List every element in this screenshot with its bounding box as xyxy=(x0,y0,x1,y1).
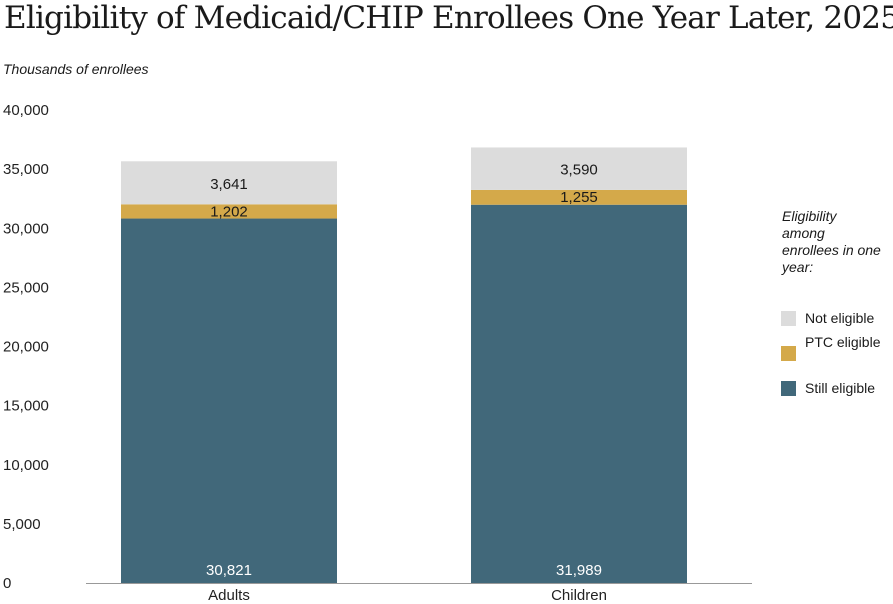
legend-swatch-not-eligible xyxy=(781,311,796,326)
y-axis-unit-label: Thousands of enrollees xyxy=(3,61,149,77)
chart-title: Eligibility of Medicaid/CHIP Enrollees O… xyxy=(4,0,893,36)
x-tick-label-adults: Adults xyxy=(208,587,250,604)
bar-adults-not-eligible xyxy=(121,161,337,205)
y-tick-label: 5,000 xyxy=(3,516,41,533)
data-label-adults-ptc-eligible: 1,202 xyxy=(210,203,248,220)
bar-children-still-eligible xyxy=(471,204,687,583)
y-tick-label: 30,000 xyxy=(3,220,49,237)
bar-children-ptc-eligible xyxy=(471,189,687,205)
y-tick-label: 40,000 xyxy=(3,102,49,119)
bar-children-not-eligible xyxy=(471,147,687,190)
data-label-children-not-eligible: 3,590 xyxy=(560,162,598,179)
bar-adults-still-eligible xyxy=(121,218,337,583)
data-label-adults-not-eligible: 3,641 xyxy=(210,176,248,193)
y-tick-label: 20,000 xyxy=(3,339,49,356)
legend-label-still-eligible: Still eligible xyxy=(805,380,876,396)
y-tick-label: 35,000 xyxy=(3,161,49,178)
data-label-adults-still-eligible: 30,821 xyxy=(206,562,252,579)
legend-swatch-ptc-eligible xyxy=(781,346,796,361)
legend-title: Eligibility among enrollees in one year: xyxy=(782,208,881,275)
x-tick-label-children: Children xyxy=(551,587,607,604)
y-tick-label: 25,000 xyxy=(3,279,49,296)
data-label-children-ptc-eligible: 1,255 xyxy=(560,189,598,206)
legend-swatch-still-eligible xyxy=(781,381,796,396)
legend-label-ptc-eligible: PTC eligible xyxy=(805,334,881,350)
bar-adults-ptc-eligible xyxy=(121,204,337,219)
y-tick-label: 10,000 xyxy=(3,457,49,474)
legend-label-not-eligible: Not eligible xyxy=(805,310,875,326)
y-tick-label: 15,000 xyxy=(3,398,49,415)
data-label-children-still-eligible: 31,989 xyxy=(556,562,602,579)
y-tick-label: 0 xyxy=(3,575,11,592)
